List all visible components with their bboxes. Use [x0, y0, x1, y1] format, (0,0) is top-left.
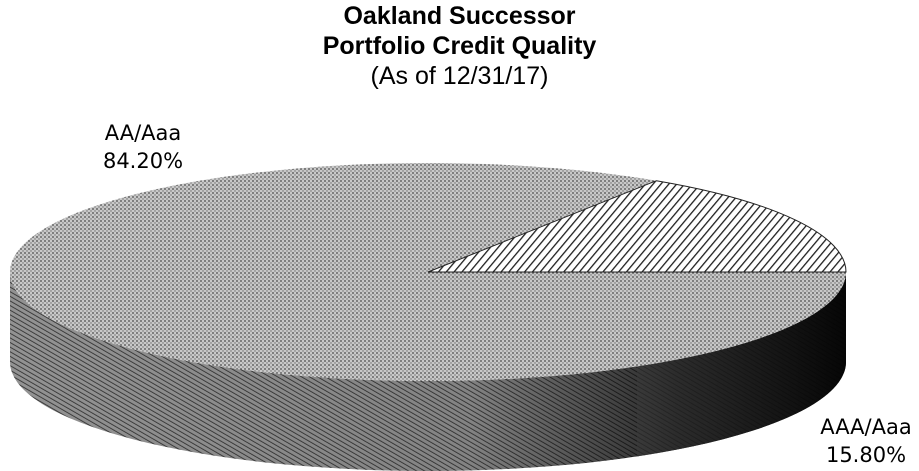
slice-percent-aa: 84.20%	[102, 149, 184, 173]
slice-label-aa: AA/Aaa 84.20%	[88, 119, 198, 175]
slice-aaa	[427, 180, 847, 273]
chart-date-note: (As of 12/31/17)	[370, 62, 549, 90]
slice-percent-aaa: 15.80%	[825, 443, 907, 467]
slice-label-aaa: AAA/Aaa 15.80%	[813, 413, 919, 469]
slice-name-aa: AA/Aaa	[104, 121, 182, 145]
slice-name-aaa: AAA/Aaa	[820, 415, 912, 439]
chart-title: Oakland Successor	[343, 2, 576, 30]
slice-side-dark-aa	[637, 272, 846, 457]
chart-subtitle: Portfolio Credit Quality	[322, 32, 597, 60]
